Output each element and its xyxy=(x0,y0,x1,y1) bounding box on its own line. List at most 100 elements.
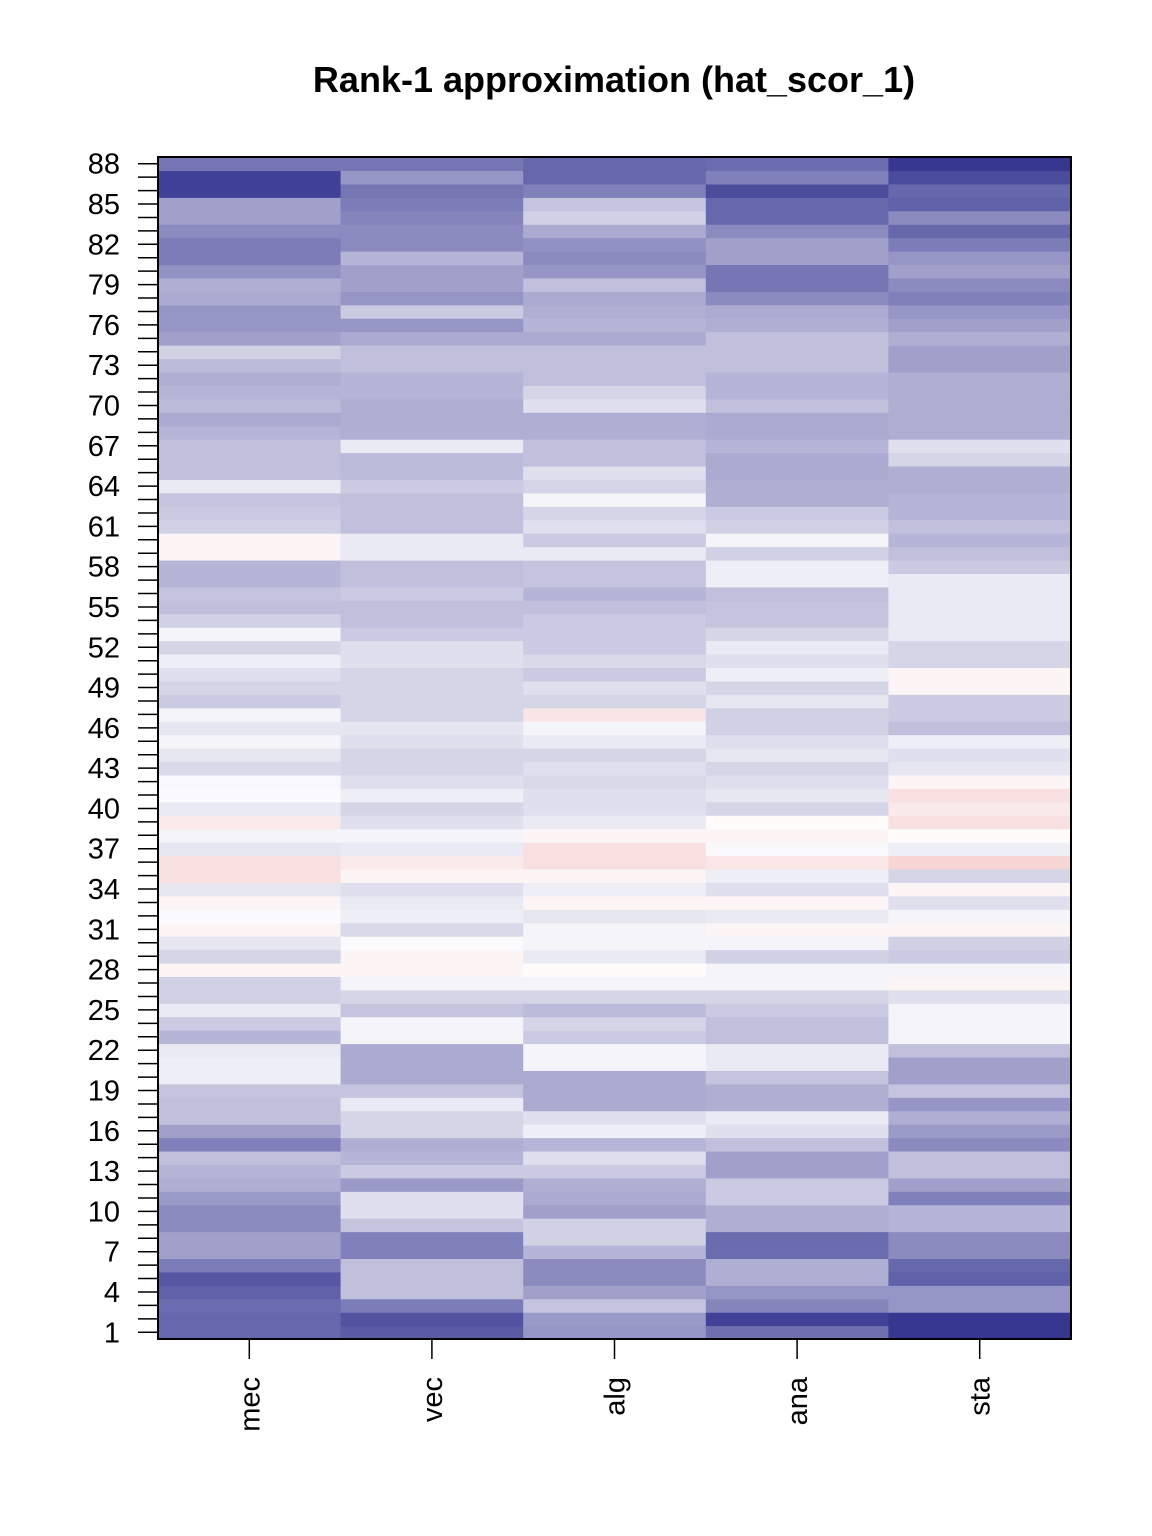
heatmap-cell xyxy=(523,815,707,830)
heatmap-cell xyxy=(340,465,524,480)
heatmap-cell xyxy=(523,425,707,440)
heatmap-cell xyxy=(340,170,524,185)
heatmap-cell xyxy=(705,546,889,561)
heatmap-cell xyxy=(705,936,889,951)
heatmap-cell xyxy=(888,1271,1072,1286)
heatmap-cell xyxy=(523,251,707,266)
heatmap-cell xyxy=(705,1231,889,1246)
heatmap-cell xyxy=(888,895,1072,910)
heatmap-cell xyxy=(340,895,524,910)
heatmap-cell xyxy=(158,385,342,400)
heatmap-cell xyxy=(705,533,889,548)
heatmap-cell xyxy=(523,1043,707,1058)
heatmap-cell xyxy=(888,680,1072,695)
heatmap-cell xyxy=(340,277,524,292)
heatmap-cell xyxy=(158,882,342,897)
heatmap-cell xyxy=(158,976,342,991)
heatmap-cell xyxy=(158,425,342,440)
heatmap-cell xyxy=(523,1231,707,1246)
heatmap-cell xyxy=(523,1325,707,1340)
heatmap-cell xyxy=(340,1056,524,1071)
heatmap-cell xyxy=(888,748,1072,763)
heatmap-cell xyxy=(340,559,524,574)
heatmap-cell xyxy=(888,371,1072,386)
heatmap-cell xyxy=(158,439,342,454)
heatmap-cell xyxy=(705,318,889,333)
heatmap-cell xyxy=(888,573,1072,588)
heatmap-cell xyxy=(158,613,342,628)
heatmap-cell xyxy=(705,640,889,655)
heatmap-cell xyxy=(340,1325,524,1340)
heatmap-cell xyxy=(158,1097,342,1112)
heatmap-cell xyxy=(340,748,524,763)
heatmap-cell xyxy=(158,680,342,695)
heatmap-cell xyxy=(888,237,1072,252)
heatmap-cell xyxy=(705,627,889,642)
heatmap-cell xyxy=(523,412,707,427)
heatmap-cell xyxy=(158,734,342,749)
heatmap-cell xyxy=(340,425,524,440)
heatmap-cell xyxy=(158,546,342,561)
heatmap-cell xyxy=(340,949,524,964)
heatmap-cell xyxy=(158,506,342,521)
heatmap-cell xyxy=(705,949,889,964)
y-tick-label: 88 xyxy=(88,149,120,181)
heatmap-cell xyxy=(158,801,342,816)
heatmap-cell xyxy=(888,157,1072,172)
heatmap-cell xyxy=(523,479,707,494)
heatmap-cell xyxy=(705,1070,889,1085)
heatmap-cell xyxy=(340,600,524,615)
heatmap-cell xyxy=(523,1150,707,1165)
heatmap-cell xyxy=(340,1083,524,1098)
heatmap-cell xyxy=(888,613,1072,628)
heatmap-cell xyxy=(340,868,524,883)
heatmap-cell xyxy=(888,1124,1072,1139)
heatmap-cell xyxy=(705,1016,889,1031)
heatmap-cell xyxy=(705,277,889,292)
heatmap-cell xyxy=(340,761,524,776)
heatmap-cell xyxy=(340,1204,524,1219)
heatmap-cell xyxy=(705,1150,889,1165)
heatmap-cell xyxy=(158,815,342,830)
heatmap-cell xyxy=(888,170,1072,185)
y-tick-label: 7 xyxy=(104,1237,120,1269)
heatmap-cell xyxy=(340,371,524,386)
heatmap-cell xyxy=(523,909,707,924)
heatmap-cell xyxy=(888,398,1072,413)
heatmap-cell xyxy=(888,519,1072,534)
heatmap-cell xyxy=(340,1137,524,1152)
heatmap-cell xyxy=(523,1124,707,1139)
heatmap-cell xyxy=(888,452,1072,467)
heatmap-cell xyxy=(340,1164,524,1179)
heatmap-cell xyxy=(888,197,1072,212)
heatmap-cell xyxy=(705,976,889,991)
heatmap-cell xyxy=(888,1030,1072,1045)
heatmap-cell xyxy=(523,936,707,951)
x-tick-label-alg: alg xyxy=(600,1377,632,1416)
heatmap-cell xyxy=(705,1258,889,1273)
heatmap-cell xyxy=(158,1043,342,1058)
heatmap-cell xyxy=(523,1177,707,1192)
heatmap-cell xyxy=(523,640,707,655)
heatmap-cell xyxy=(523,371,707,386)
heatmap-cell xyxy=(523,1003,707,1018)
y-tick-label: 82 xyxy=(88,229,120,261)
y-tick-label: 22 xyxy=(88,1035,120,1067)
heatmap-cell xyxy=(888,694,1072,709)
heatmap-cell xyxy=(523,828,707,843)
y-tick-label: 34 xyxy=(88,874,120,906)
x-tick-label-sta: sta xyxy=(965,1376,997,1416)
heatmap-cell xyxy=(340,640,524,655)
heatmap-cell xyxy=(705,707,889,722)
heatmap-cell xyxy=(705,1137,889,1152)
heatmap-cell xyxy=(888,882,1072,897)
heatmap-cell xyxy=(523,586,707,601)
heatmap-cell xyxy=(888,1164,1072,1179)
y-tick-label: 10 xyxy=(88,1196,120,1228)
heatmap-cell xyxy=(158,1298,342,1313)
heatmap-cell xyxy=(523,1298,707,1313)
y-tick-label: 79 xyxy=(88,270,120,302)
heatmap-cell xyxy=(888,439,1072,454)
y-tick-label: 64 xyxy=(88,471,120,503)
heatmap-cell xyxy=(888,1070,1072,1085)
